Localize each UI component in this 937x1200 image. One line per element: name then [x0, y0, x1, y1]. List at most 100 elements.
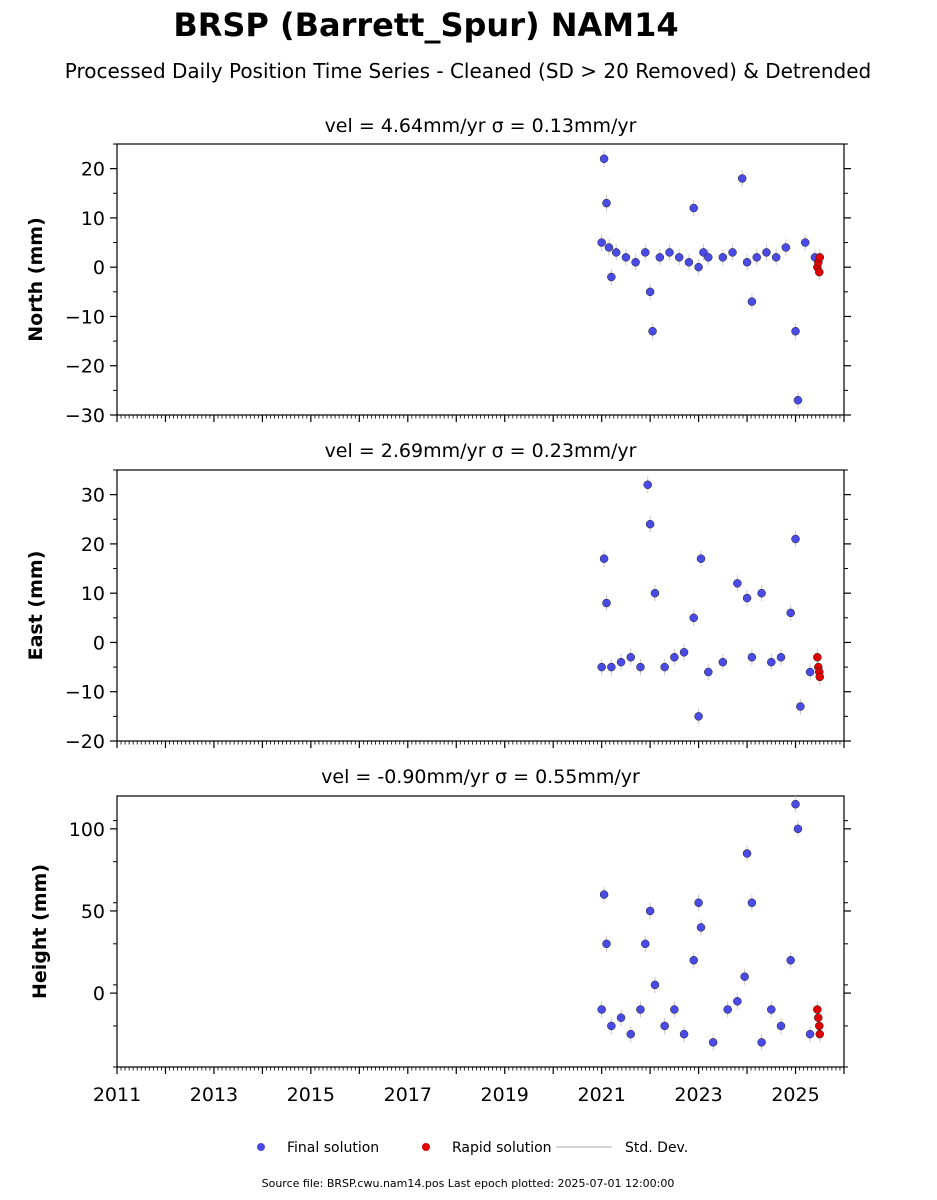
final-point: [737, 174, 747, 183]
rapid-point: [815, 253, 825, 262]
final-point: [723, 1005, 732, 1014]
final-point: [718, 657, 728, 667]
final-point: [747, 652, 757, 662]
final-point: [689, 613, 699, 623]
final-point: [776, 1021, 786, 1031]
rapid-point: [815, 1029, 825, 1039]
x-tick-label: 2023: [674, 1084, 722, 1106]
final-point: [747, 297, 757, 306]
x-tick-label: 2013: [190, 1084, 238, 1106]
final-point: [694, 712, 703, 721]
rapid-point: [813, 1005, 822, 1014]
final-point: [757, 1038, 766, 1047]
y-tick-label: 20: [81, 534, 105, 556]
final-point: [670, 1005, 679, 1014]
final-point: [776, 652, 786, 662]
final-point: [718, 253, 728, 262]
final-point: [643, 480, 652, 490]
y-tick-label: −10: [65, 306, 105, 328]
final-point: [631, 258, 640, 267]
y-tick-label: 0: [93, 983, 105, 1005]
plot-frame: [116, 795, 845, 1068]
legend-label-stddev: Std. Dev.: [625, 1140, 688, 1156]
y-tick-label: 0: [93, 257, 105, 279]
final-point: [696, 923, 706, 932]
panel-title: vel = 4.64mm/yr σ = 0.13mm/yr: [325, 115, 637, 137]
final-point: [665, 248, 674, 257]
legend-label-rapid: Rapid solution: [452, 1140, 552, 1156]
final-point: [742, 849, 752, 858]
final-point: [655, 253, 665, 262]
final-point: [728, 248, 737, 257]
data-layer: [597, 150, 825, 409]
final-point: [645, 519, 655, 529]
x-tick-label: 2021: [577, 1084, 625, 1106]
y-tick-label: 10: [81, 208, 105, 230]
final-point: [747, 898, 757, 908]
final-point: [607, 272, 616, 282]
y-tick-label: 100: [69, 819, 105, 841]
final-point: [740, 972, 749, 981]
data-layer: [597, 796, 825, 1051]
final-point: [771, 253, 781, 262]
final-point: [650, 980, 660, 990]
final-point: [626, 1029, 635, 1039]
rapid-point: [815, 672, 825, 682]
rapid-point: [814, 1013, 823, 1022]
final-point: [597, 1005, 606, 1014]
final-point: [602, 939, 611, 949]
final-point: [708, 1038, 718, 1047]
data-layer: [597, 476, 825, 725]
rapid-point: [815, 1021, 824, 1031]
x-tick-label: 2019: [481, 1084, 529, 1106]
y-tick-label: 10: [81, 583, 105, 605]
x-tick-label: 2017: [384, 1084, 432, 1106]
panel-2: vel = 2.69mm/yr σ = 0.23mm/yr East (mm) −2…: [25, 440, 851, 753]
final-point: [793, 395, 803, 405]
final-point: [781, 243, 791, 252]
final-point: [645, 906, 655, 916]
final-point: [752, 253, 762, 262]
final-point: [650, 588, 660, 598]
final-point: [767, 657, 776, 667]
final-point: [704, 253, 713, 262]
final-point: [786, 608, 795, 618]
final-point: [805, 667, 815, 677]
final-point: [786, 955, 795, 965]
plot-frame: [116, 469, 845, 742]
final-point: [616, 1013, 626, 1022]
final-point: [796, 702, 805, 711]
final-point: [762, 248, 771, 257]
y-tick-label: −20: [65, 356, 105, 378]
final-point: [742, 258, 752, 267]
final-point: [733, 579, 742, 588]
figure-subtitle: Processed Daily Position Time Series - C…: [65, 59, 871, 83]
final-point: [689, 203, 699, 213]
panel-title: vel = -0.90mm/yr σ = 0.55mm/yr: [321, 766, 640, 788]
y-tick-label: −30: [65, 405, 105, 427]
panel-3: vel = -0.90mm/yr σ = 0.55mm/yr Height (mm…: [29, 766, 851, 1106]
final-point: [733, 997, 742, 1006]
plot-frame: [116, 143, 845, 416]
figure-title: BRSP (Barrett_Spur) NAM14: [173, 6, 678, 44]
final-point: [599, 154, 609, 164]
final-point: [611, 248, 621, 257]
final-point: [648, 326, 657, 336]
rapid-point: [813, 652, 822, 662]
final-point: [684, 258, 694, 267]
final-point: [767, 1005, 776, 1014]
final-point: [679, 1029, 689, 1039]
final-point: [660, 1021, 669, 1031]
final-point: [602, 598, 611, 608]
x-tick-label: 2011: [93, 1084, 141, 1106]
final-point: [607, 662, 616, 672]
y-tick-label: 30: [81, 485, 105, 507]
legend: Final solution Rapid solution Std. Dev.: [257, 1140, 688, 1156]
final-point: [689, 955, 699, 965]
final-point: [704, 667, 713, 677]
final-point: [607, 1021, 616, 1031]
final-point: [641, 939, 650, 949]
x-tick-label: 2015: [287, 1084, 335, 1106]
panel-title: vel = 2.69mm/yr σ = 0.23mm/yr: [325, 440, 637, 462]
